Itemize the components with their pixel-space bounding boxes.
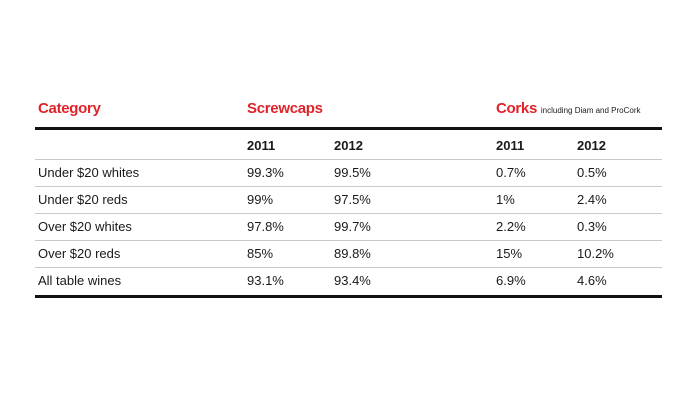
row-rule (35, 159, 662, 160)
cell: 89.8% (334, 246, 371, 261)
cell: 6.9% (496, 273, 526, 288)
cell: 99.7% (334, 219, 371, 234)
cell: 99.5% (334, 165, 371, 180)
cell: 2.2% (496, 219, 526, 234)
row-label: Under $20 reds (38, 192, 128, 207)
year-header: 2012 (577, 138, 606, 153)
cell: 15% (496, 246, 523, 261)
cell: 0.3% (577, 219, 607, 234)
row-label: All table wines (38, 273, 122, 288)
year-header: 2012 (334, 138, 363, 153)
cell: 93.1% (247, 273, 284, 288)
row-label: Over $20 whites (38, 219, 132, 234)
year-header: 2011 (496, 138, 525, 153)
cell: 10.2% (577, 246, 614, 261)
corks-header: Corks including Diam and ProCork (496, 101, 641, 116)
cell: 0.7% (496, 165, 526, 180)
row-rule (35, 267, 662, 268)
year-header: 2011 (247, 138, 276, 153)
screwcaps-header: Screwcaps (247, 100, 323, 117)
cell: 1% (496, 192, 515, 207)
row-rule (35, 213, 662, 214)
cell: 85% (247, 246, 274, 261)
category-header: Category (38, 100, 101, 117)
row-label: Over $20 reds (38, 246, 121, 261)
cell: 99.3% (247, 165, 284, 180)
cell: 97.5% (334, 192, 371, 207)
cell: 93.4% (334, 273, 371, 288)
corks-note: including Diam and ProCork (540, 106, 641, 115)
row-rule (35, 186, 662, 187)
top-rule (35, 127, 662, 130)
bottom-rule (35, 295, 662, 298)
cell: 97.8% (247, 219, 284, 234)
row-rule (35, 240, 662, 241)
cell: 0.5% (577, 165, 607, 180)
cell: 2.4% (577, 192, 607, 207)
cell: 4.6% (577, 273, 607, 288)
cell: 99% (247, 192, 274, 207)
row-label: Under $20 whites (38, 165, 140, 180)
corks-title: Corks (496, 100, 538, 117)
